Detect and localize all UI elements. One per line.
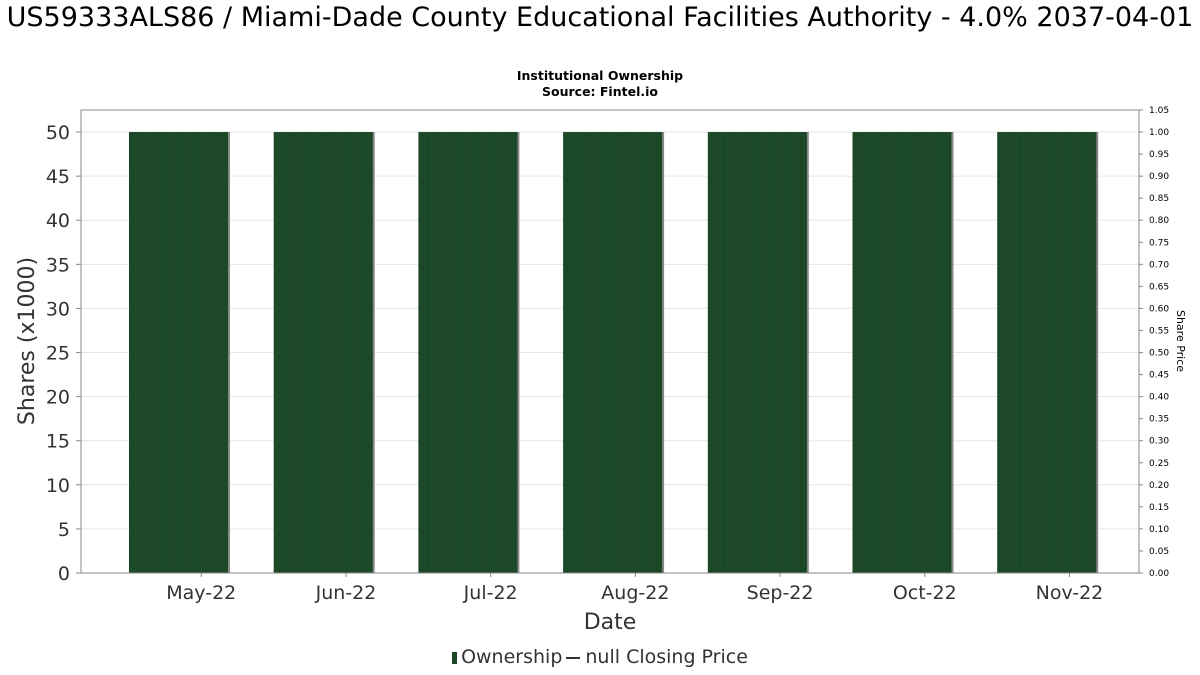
- y-axis-left: 0 5 10 15 20 25 30 35 40 45 50: [46, 122, 81, 585]
- legend: Ownership null Closing Price: [0, 646, 1200, 668]
- bar-shadow: [516, 132, 520, 574]
- plot-frame: [80, 109, 1140, 574]
- y-tick-label: 0: [58, 563, 70, 585]
- x-tick-label: Jun-22: [315, 582, 377, 604]
- x-axis-label: Date: [584, 610, 637, 635]
- y-tick-label: 50: [46, 122, 70, 144]
- y2-tick-label: 0.55: [1149, 326, 1169, 336]
- y2-tick-label: 0.45: [1149, 371, 1169, 381]
- y2-tick-label: 0.60: [1149, 304, 1169, 314]
- bar-shadow: [950, 132, 954, 574]
- y2-axis-label: Share Price: [1174, 310, 1187, 372]
- bar-shadow: [805, 132, 809, 574]
- y-tick-label: 15: [46, 431, 70, 453]
- y2-tick-label: 0.50: [1149, 349, 1169, 359]
- y-tick-label: 35: [46, 254, 70, 276]
- y2-tick-label: 0.80: [1149, 216, 1169, 226]
- x-tick-label: Sep-22: [747, 582, 814, 604]
- ownership-swatch: [452, 651, 458, 664]
- chart-title: US59333ALS86 / Miami-Dade County Educati…: [6, 2, 1194, 33]
- y-tick-label: 5: [58, 519, 70, 541]
- y2-tick-label: 0.85: [1149, 194, 1169, 204]
- x-tick-label: May-22: [166, 582, 236, 604]
- subtitle-source: Source: Fintel.io: [542, 84, 658, 99]
- y2-tick-label: 0.20: [1149, 481, 1169, 491]
- ownership-bar: [273, 132, 373, 574]
- y2-tick-label: 0.15: [1149, 503, 1169, 513]
- y2-tick-label: 0.25: [1149, 459, 1169, 469]
- y2-tick-label: 0.95: [1149, 150, 1169, 160]
- bar-shadow: [1095, 132, 1099, 574]
- y2-tick-label: 1.05: [1149, 106, 1169, 116]
- y-tick-label: 30: [46, 298, 70, 320]
- y-tick-label: 25: [46, 343, 70, 365]
- y2-tick-label: 0.00: [1149, 569, 1169, 579]
- bar-shadow: [371, 132, 375, 574]
- y-tick-label: 40: [46, 210, 70, 232]
- x-tick-label: Oct-22: [893, 582, 957, 604]
- subtitle-ownership: Institutional Ownership: [516, 68, 684, 83]
- y2-tick-label: 0.35: [1149, 415, 1169, 425]
- y2-tick-label: 0.05: [1149, 547, 1169, 557]
- y2-tick-label: 0.10: [1149, 525, 1169, 535]
- y-tick-label: 45: [46, 166, 70, 188]
- y2-tick-label: 0.90: [1149, 172, 1169, 182]
- y-tick-label: 20: [46, 387, 70, 409]
- price-line-swatch: [566, 656, 581, 659]
- y-tick-label: 10: [46, 475, 70, 497]
- x-tick-label: Jul-22: [463, 582, 518, 604]
- y-axis-right: 0.00 0.05 0.10 0.15 0.20 0.25 0.30 0.35 0.40 0.45…: [1139, 106, 1169, 579]
- y2-tick-label: 1.00: [1149, 128, 1169, 138]
- ownership-bar: [418, 132, 518, 574]
- chart-subtitle: Institutional Ownership Source: Fintel.i…: [0, 68, 1200, 100]
- bars: [129, 132, 1099, 574]
- y2-tick-label: 0.70: [1149, 260, 1169, 270]
- y2-tick-label: 0.75: [1149, 238, 1169, 248]
- legend-price: null Closing Price: [585, 646, 748, 668]
- y-axis-label: Shares (x1000): [15, 257, 40, 425]
- x-tick-label: Nov-22: [1036, 582, 1104, 604]
- y2-tick-label: 0.40: [1149, 393, 1169, 403]
- y2-tick-label: 0.65: [1149, 282, 1169, 292]
- legend-ownership: Ownership: [461, 646, 563, 668]
- y2-tick-label: 0.30: [1149, 437, 1169, 447]
- x-tick-label: Aug-22: [601, 582, 669, 604]
- bar-shadow: [227, 132, 230, 574]
- bar-shadow: [661, 132, 665, 574]
- ownership-chart: 0 5 10 15 20 25 30 35 40 45 50 0.00 0.05 0.10 0.15 0.2…: [15, 106, 1187, 635]
- x-axis: May-22 Jun-22 Jul-22 Aug-22 Sep-22 Oct-22 Nov-…: [166, 573, 1103, 604]
